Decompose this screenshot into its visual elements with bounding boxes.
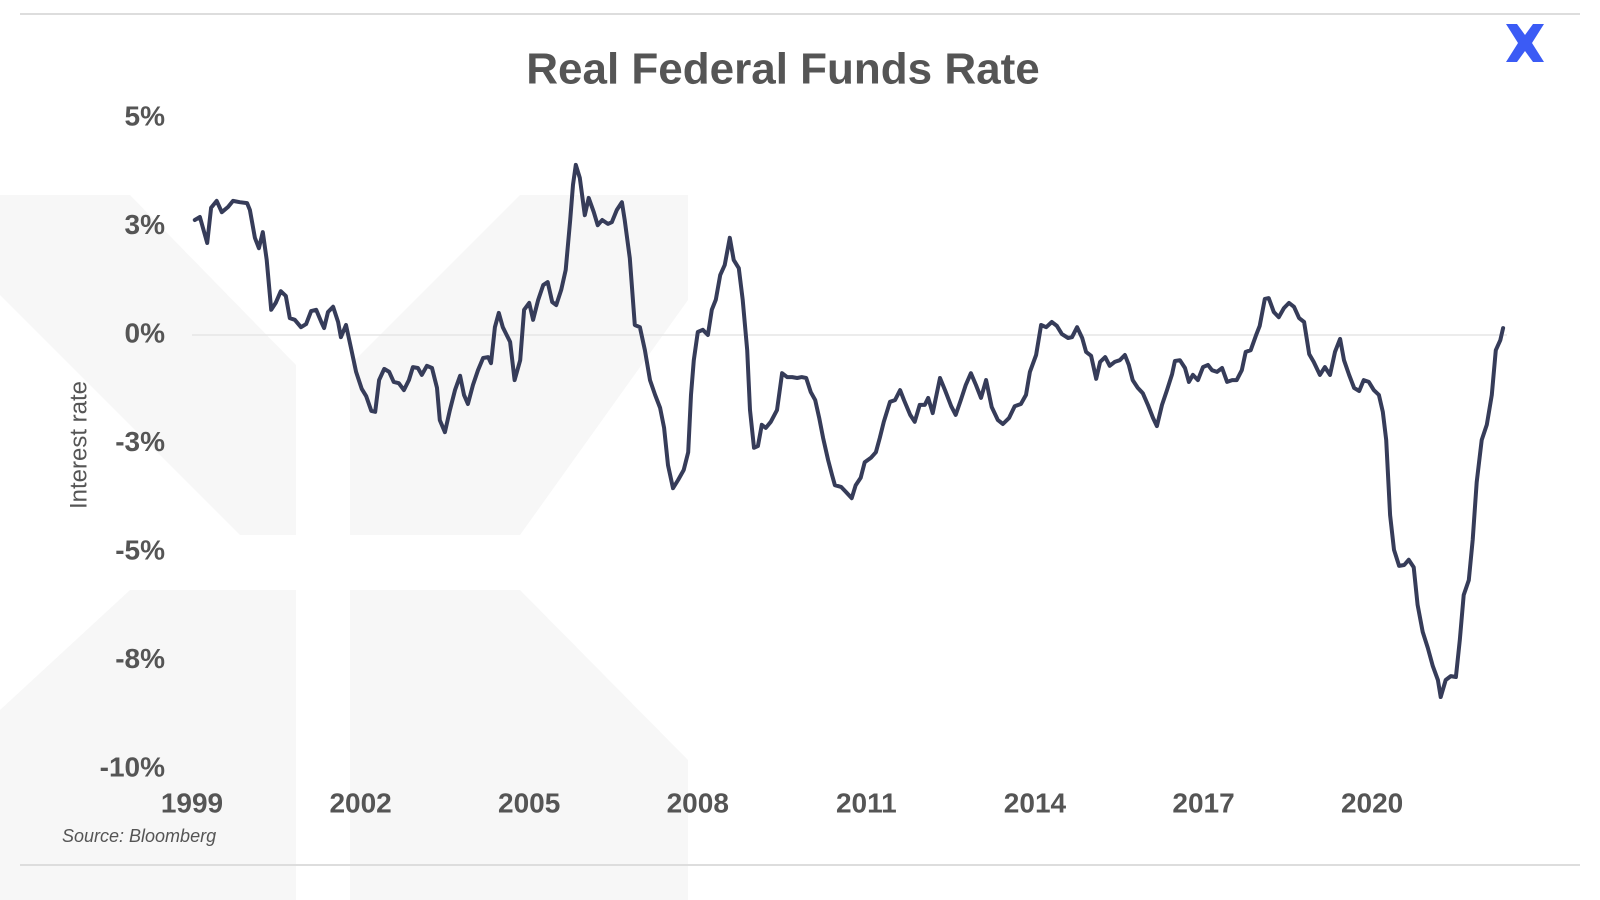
y-tick-label: -10% — [100, 751, 165, 782]
source-note: Source: Bloomberg — [62, 826, 216, 846]
x-tick-label: 2002 — [329, 787, 391, 818]
y-axis-label: Interest rate — [65, 381, 92, 509]
y-tick-label: -3% — [115, 426, 165, 457]
y-tick-label: 5% — [125, 100, 166, 131]
watermark-shape — [350, 590, 688, 900]
y-tick-label: 0% — [125, 317, 166, 348]
data-line — [192, 162, 1506, 699]
x-tick-label: 2020 — [1341, 787, 1403, 818]
y-tick-label: -8% — [115, 643, 165, 674]
chart-title: Real Federal Funds Rate — [526, 45, 1039, 94]
y-tick-label: 3% — [125, 209, 166, 240]
logo-mark — [1506, 24, 1544, 62]
x-tick-label: 2008 — [667, 787, 729, 818]
x-tick-label: 2014 — [1004, 787, 1067, 818]
watermark-shape — [0, 195, 296, 535]
x-tick-label: 2005 — [498, 787, 560, 818]
watermark-shape — [0, 590, 296, 900]
logo — [1506, 24, 1544, 62]
x-tick-label: 2011 — [836, 787, 897, 818]
y-tick-label: -5% — [115, 534, 165, 565]
x-tick-label: 2017 — [1172, 787, 1234, 818]
x-tick-label: 1999 — [161, 787, 223, 818]
